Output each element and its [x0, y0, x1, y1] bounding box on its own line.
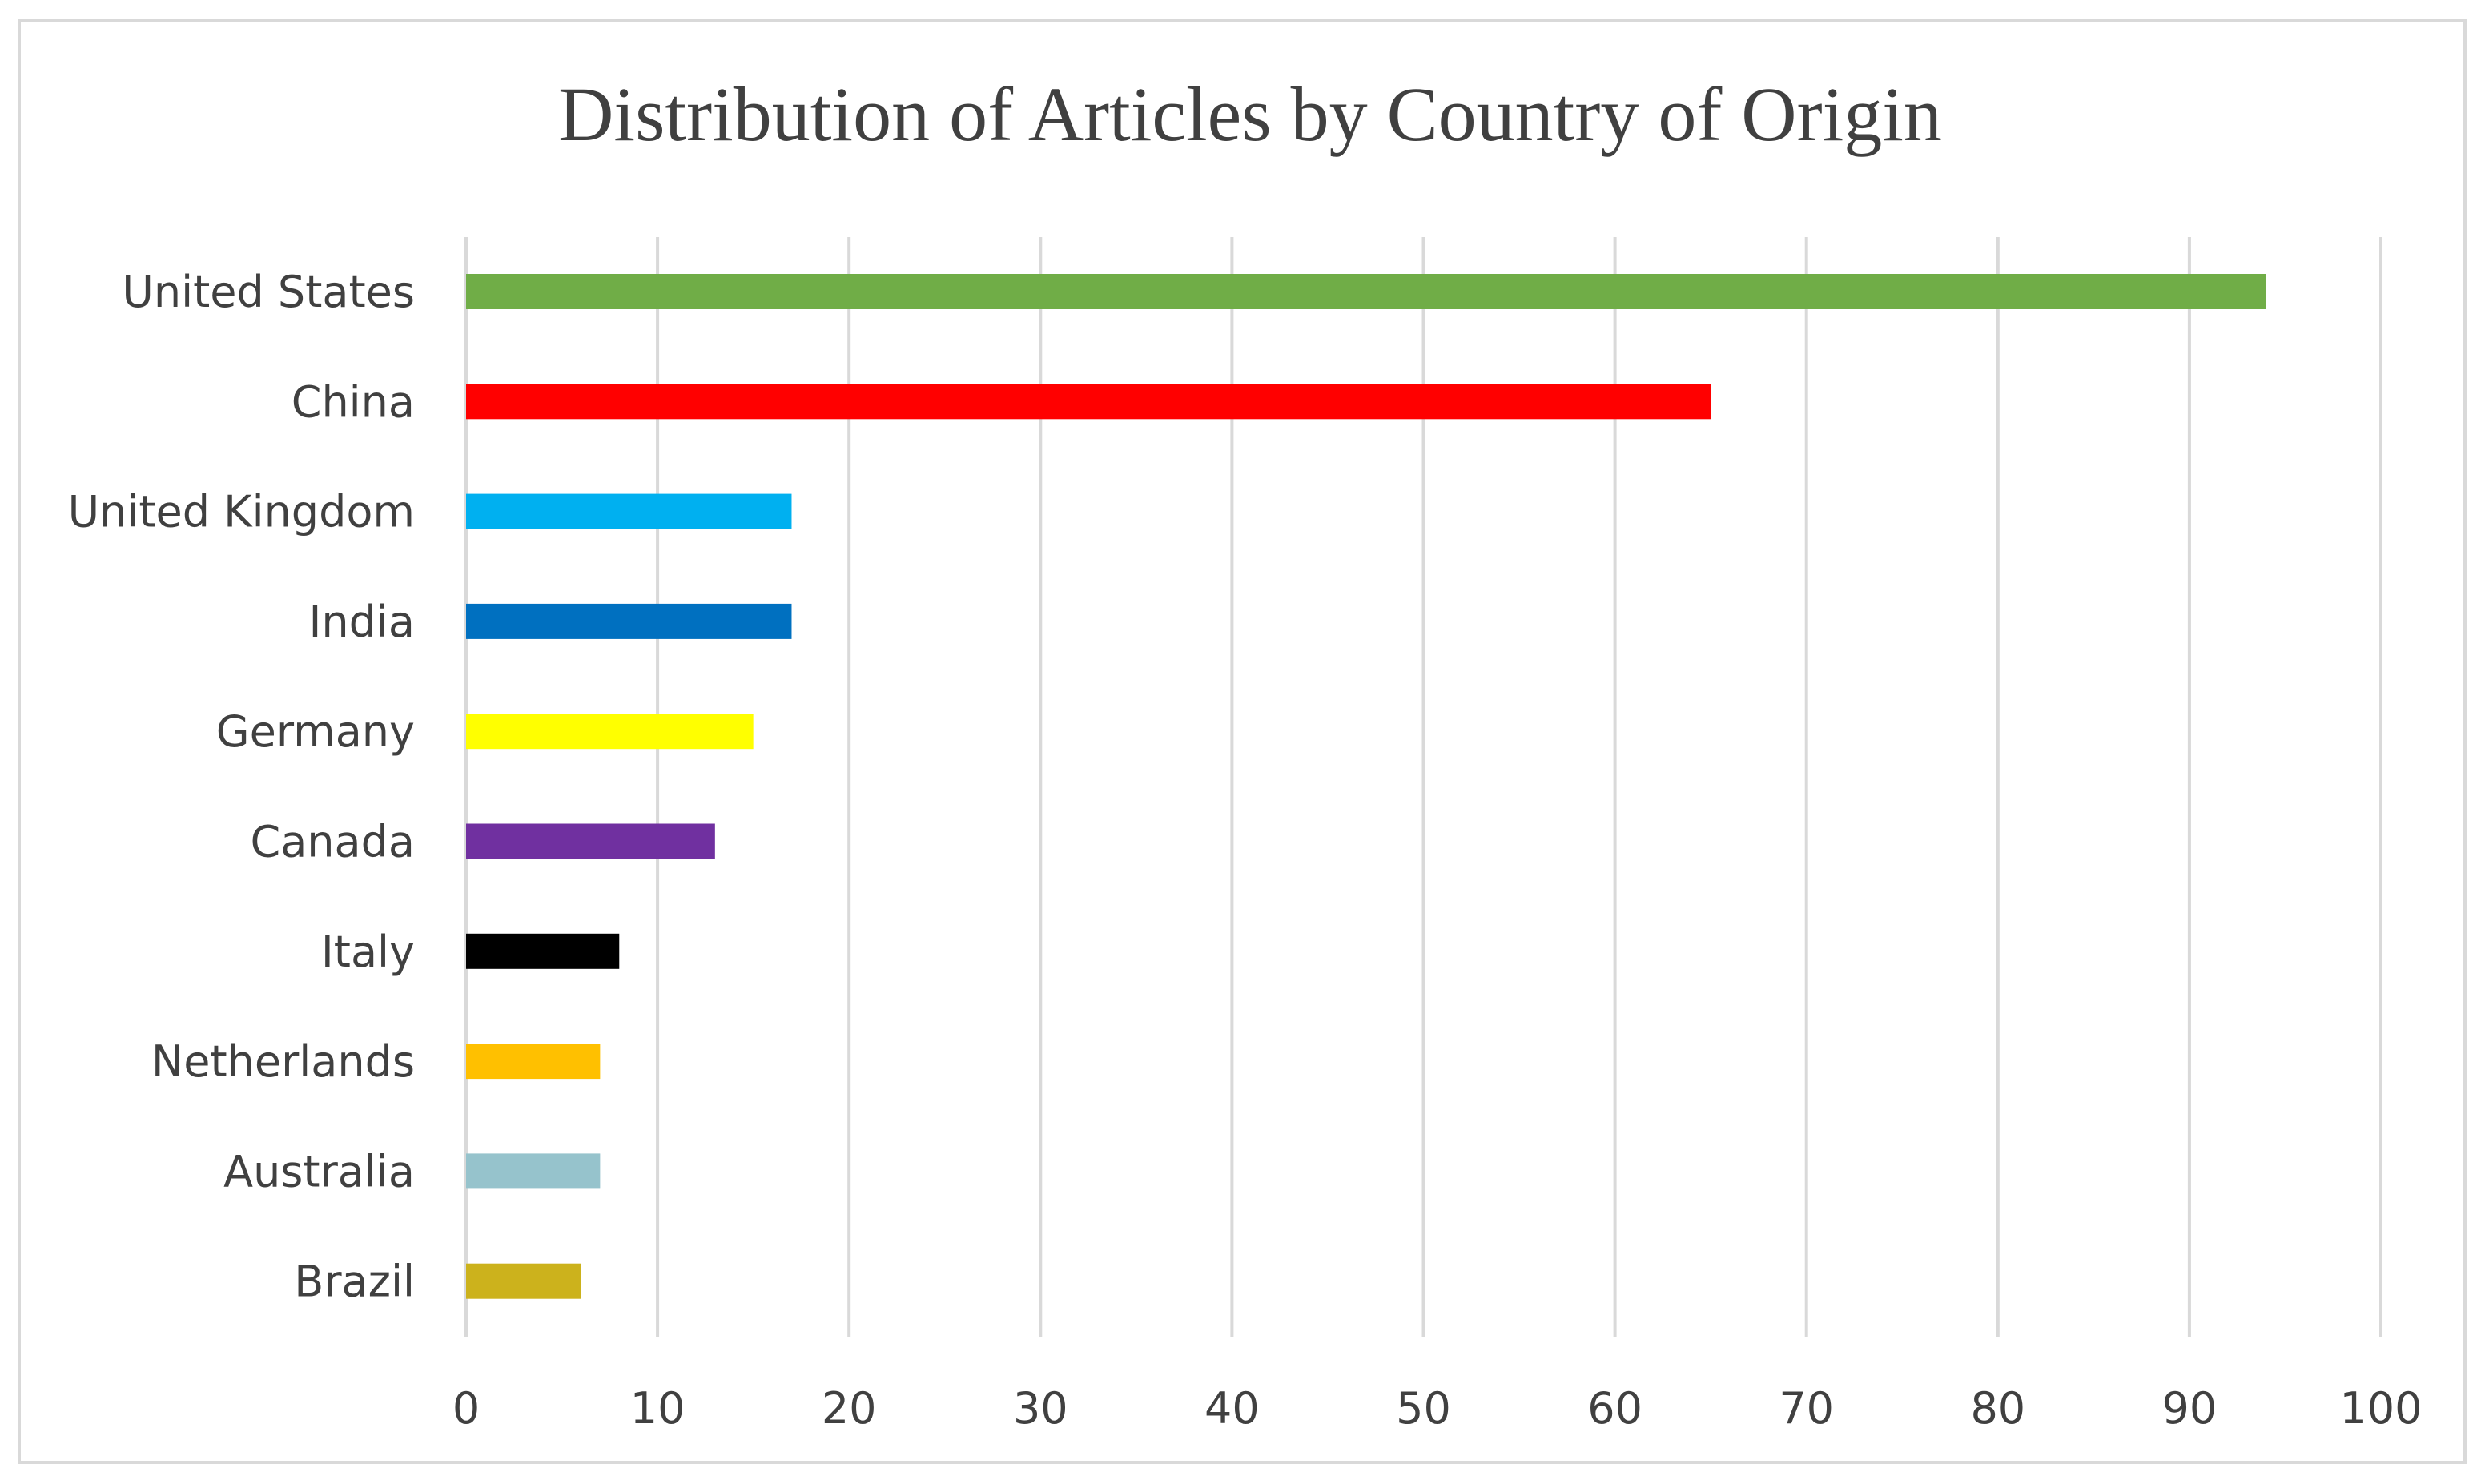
x-tick-label: 80	[1970, 1383, 2025, 1434]
category-label: United States	[122, 267, 415, 317]
bar-india	[466, 603, 792, 639]
category-label: Australia	[223, 1146, 415, 1196]
x-tick-label: 70	[1779, 1383, 1834, 1434]
chart-title: Distribution of Articles by Country of O…	[558, 71, 1942, 157]
x-axis-tick-labels: 0 10 20 30 40 50 60 70 80 90 100	[452, 1383, 2423, 1434]
x-tick-label: 30	[1013, 1383, 1068, 1434]
x-tick-label: 60	[1587, 1383, 1643, 1434]
chart-frame	[18, 19, 2467, 1464]
x-tick-label: 0	[452, 1383, 480, 1434]
x-tick-label: 20	[822, 1383, 877, 1434]
category-label: China	[292, 376, 415, 427]
x-tick-label: 90	[2162, 1383, 2218, 1434]
bar-china	[466, 384, 1711, 420]
bar-australia	[466, 1153, 601, 1189]
category-label: Germany	[216, 706, 415, 757]
category-label: Canada	[251, 817, 415, 867]
category-labels: United States China United Kingdom India Ger…	[68, 267, 415, 1307]
bar-germany	[466, 714, 754, 750]
bar-brazil	[466, 1263, 581, 1299]
bar-italy	[466, 933, 620, 969]
category-label: Brazil	[294, 1257, 415, 1307]
bars	[466, 274, 2266, 1299]
category-label: Netherlands	[151, 1036, 415, 1087]
x-tick-label: 100	[2339, 1383, 2422, 1434]
category-label: Italy	[321, 927, 415, 977]
x-tick-label: 10	[630, 1383, 686, 1434]
x-tick-label: 40	[1204, 1383, 1260, 1434]
bar-united-states	[466, 274, 2266, 309]
bar-canada	[466, 823, 715, 859]
category-label: India	[308, 597, 415, 647]
bar-united-kingdom	[466, 493, 792, 529]
category-label: United Kingdom	[68, 487, 415, 537]
x-tick-label: 50	[1396, 1383, 1451, 1434]
bar-netherlands	[466, 1044, 601, 1080]
